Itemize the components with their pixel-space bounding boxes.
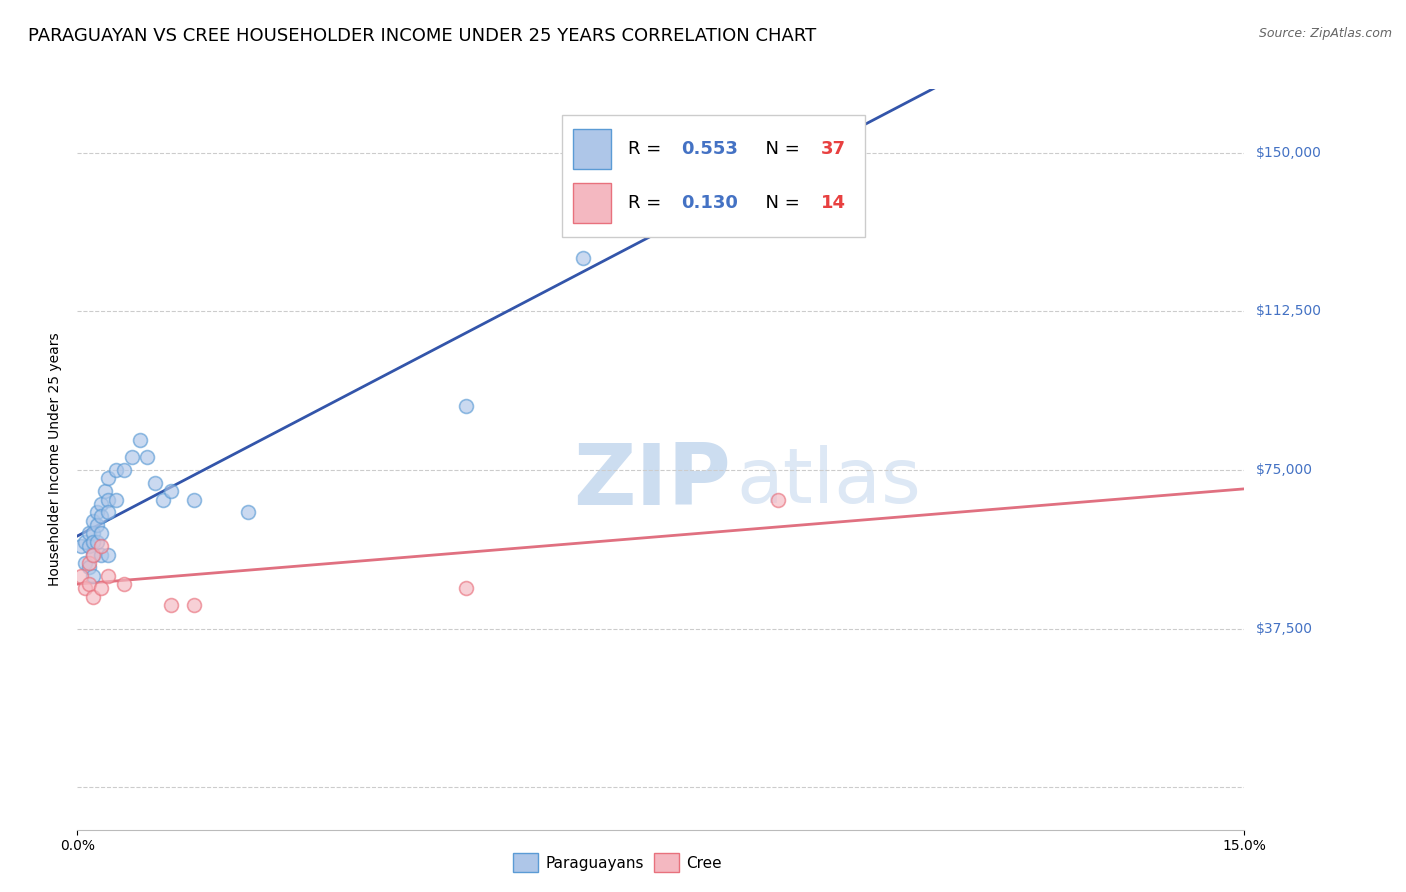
Text: R =: R =	[628, 194, 666, 212]
Point	[456, 582, 478, 596]
Point	[97, 505, 120, 519]
Text: PARAGUAYAN VS CREE HOUSEHOLDER INCOME UNDER 25 YEARS CORRELATION CHART: PARAGUAYAN VS CREE HOUSEHOLDER INCOME UN…	[28, 27, 817, 45]
Point	[82, 548, 104, 562]
FancyBboxPatch shape	[561, 115, 865, 237]
Point	[82, 534, 104, 549]
Text: N =: N =	[754, 140, 806, 158]
Point	[128, 434, 150, 448]
Text: $75,000: $75,000	[1256, 463, 1312, 477]
Text: Paraguayans: Paraguayans	[546, 856, 644, 871]
Text: $112,500: $112,500	[1256, 304, 1322, 318]
Point	[75, 534, 97, 549]
FancyBboxPatch shape	[574, 129, 610, 169]
Point	[82, 590, 104, 604]
Point	[112, 577, 135, 591]
Point	[90, 582, 112, 596]
Point	[90, 509, 112, 524]
Point	[90, 548, 112, 562]
Text: 0.553: 0.553	[681, 140, 738, 158]
Point	[159, 599, 181, 613]
Point	[136, 450, 159, 465]
Point	[86, 534, 108, 549]
Point	[766, 492, 789, 507]
Point	[77, 539, 100, 553]
Y-axis label: Householder Income Under 25 years: Householder Income Under 25 years	[48, 333, 62, 586]
Text: Cree: Cree	[686, 856, 721, 871]
Point	[86, 505, 108, 519]
Point	[572, 252, 595, 266]
Text: N =: N =	[754, 194, 806, 212]
Point	[70, 539, 93, 553]
Point	[97, 471, 120, 485]
Point	[86, 518, 108, 533]
Point	[159, 484, 181, 499]
Point	[112, 463, 135, 477]
Text: atlas: atlas	[737, 444, 921, 518]
Point	[77, 577, 100, 591]
Point	[97, 548, 120, 562]
Text: 14: 14	[821, 194, 845, 212]
Point	[82, 514, 104, 528]
Text: 37: 37	[821, 140, 845, 158]
Text: 0.130: 0.130	[681, 194, 738, 212]
Point	[77, 560, 100, 574]
Point	[82, 526, 104, 541]
Point	[70, 568, 93, 582]
Point	[238, 505, 260, 519]
Point	[90, 539, 112, 553]
Point	[152, 492, 174, 507]
Text: ZIP: ZIP	[574, 440, 731, 523]
Text: $150,000: $150,000	[1256, 145, 1322, 160]
Point	[90, 497, 112, 511]
Point	[77, 526, 100, 541]
Point	[183, 599, 205, 613]
Point	[75, 582, 97, 596]
Point	[121, 450, 143, 465]
Point	[97, 568, 120, 582]
Point	[82, 568, 104, 582]
Text: R =: R =	[628, 140, 666, 158]
Point	[77, 556, 100, 570]
Point	[183, 492, 205, 507]
Point	[93, 484, 115, 499]
Point	[689, 167, 711, 181]
Point	[90, 526, 112, 541]
FancyBboxPatch shape	[574, 183, 610, 223]
Point	[143, 475, 166, 490]
Point	[75, 556, 97, 570]
Point	[105, 463, 128, 477]
Point	[456, 400, 478, 414]
Point	[105, 492, 128, 507]
Point	[97, 492, 120, 507]
Text: $37,500: $37,500	[1256, 622, 1312, 636]
Point	[82, 548, 104, 562]
Text: Source: ZipAtlas.com: Source: ZipAtlas.com	[1258, 27, 1392, 40]
